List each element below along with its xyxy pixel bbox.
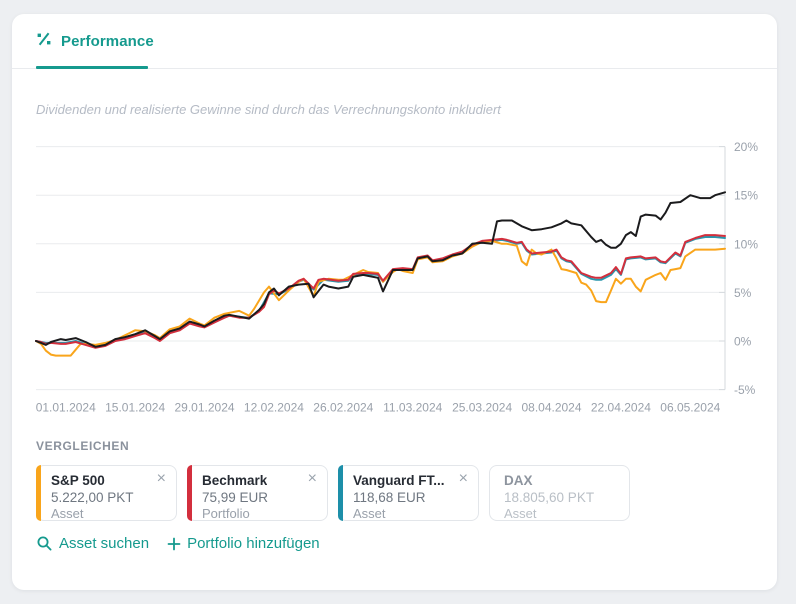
search-icon	[36, 535, 53, 552]
card-type: Asset	[51, 506, 84, 521]
compare-card-sp500[interactable]: S&P 500 × 5.222,00 PKT Asset	[36, 465, 177, 521]
compare-card-bechmark[interactable]: Bechmark × 75,99 EUR Portfolio	[187, 465, 328, 521]
card-title: DAX	[504, 473, 533, 488]
card-type: Portfolio	[202, 506, 250, 521]
x-axis-label: 01.01.2024	[36, 401, 96, 415]
active-tab-indicator	[36, 66, 148, 69]
close-icon[interactable]: ×	[458, 470, 468, 487]
x-axis-label: 25.03.2024	[452, 401, 512, 415]
card-type: Asset	[353, 506, 386, 521]
chart-disclaimer: Dividenden und realisierte Gewinne sind …	[36, 102, 501, 117]
x-axis-label: 15.01.2024	[105, 401, 165, 415]
x-axis-label: 11.03.2024	[383, 401, 442, 415]
card-title: S&P 500	[51, 473, 105, 488]
plus-icon	[167, 537, 181, 551]
x-axis-label: 22.04.2024	[591, 401, 651, 415]
y-axis-label: -5%	[734, 383, 756, 397]
percent-icon	[36, 31, 52, 52]
card-value: 75,99 EUR	[202, 490, 269, 505]
compare-card-vanguard[interactable]: Vanguard FT... × 118,68 EUR Asset	[338, 465, 479, 521]
x-axis-label: 06.05.2024	[660, 401, 720, 415]
performance-panel: Performance Dividenden und realisierte G…	[12, 14, 777, 590]
compare-card-dax[interactable]: DAX 18.805,60 PKT Asset	[489, 465, 630, 521]
card-value: 18.805,60 PKT	[504, 490, 595, 505]
y-axis-label: 0%	[734, 335, 752, 349]
card-title: Bechmark	[202, 473, 268, 488]
compare-actions: Asset suchen Portfolio hinzufügen	[36, 535, 320, 552]
y-axis-label: 10%	[734, 237, 758, 251]
card-type: Asset	[504, 506, 537, 521]
series-line-black	[35, 191, 726, 348]
asset-search-button[interactable]: Asset suchen	[36, 535, 149, 552]
tab-bar: Performance	[12, 14, 777, 69]
card-accent-bar	[338, 465, 343, 521]
card-value: 5.222,00 PKT	[51, 490, 134, 505]
close-icon[interactable]: ×	[156, 470, 166, 487]
card-value: 118,68 EUR	[353, 490, 426, 505]
series-line-teal	[35, 236, 726, 348]
card-accent-bar	[36, 465, 41, 521]
tab-performance-label: Performance	[61, 32, 154, 50]
asset-search-label: Asset suchen	[59, 535, 150, 552]
x-axis-label: 08.04.2024	[521, 401, 581, 415]
y-axis-label: 20%	[734, 140, 758, 154]
series-line-orange	[35, 239, 726, 357]
compare-cards: S&P 500 × 5.222,00 PKT Asset Bechmark × …	[36, 465, 630, 521]
series-line-red	[35, 234, 726, 349]
close-icon[interactable]: ×	[307, 470, 317, 487]
add-portfolio-button[interactable]: Portfolio hinzufügen	[167, 535, 320, 552]
x-axis-label: 12.02.2024	[244, 401, 304, 415]
add-portfolio-label: Portfolio hinzufügen	[187, 535, 320, 552]
compare-heading: VERGLEICHEN	[36, 439, 130, 453]
x-axis-label: 26.02.2024	[313, 401, 373, 415]
tab-performance[interactable]: Performance	[36, 14, 154, 68]
y-axis-label: 5%	[734, 286, 752, 300]
card-title: Vanguard FT...	[353, 473, 445, 488]
x-axis-label: 29.01.2024	[175, 401, 235, 415]
card-accent-bar	[187, 465, 192, 521]
y-axis-label: 15%	[734, 189, 758, 203]
